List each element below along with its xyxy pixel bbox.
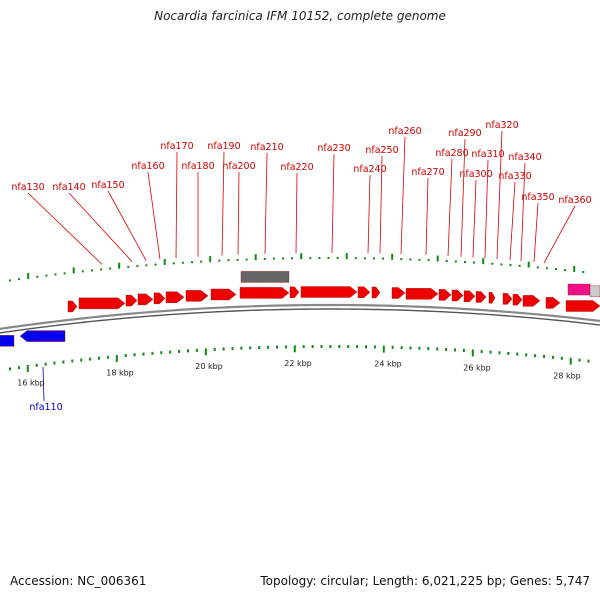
gene-label-nfa220: nfa220 bbox=[280, 162, 313, 173]
pseudo-gene bbox=[240, 271, 290, 283]
forward-gene-2 bbox=[125, 294, 138, 307]
leader-line bbox=[460, 138, 466, 257]
gene-label-nfa230: nfa230 bbox=[317, 143, 350, 154]
gene-label-nfa310: nfa310 bbox=[471, 149, 504, 160]
forward-gene-3 bbox=[137, 293, 154, 306]
leader-line bbox=[367, 174, 371, 254]
leader-line bbox=[533, 202, 539, 263]
forward-gene-22 bbox=[522, 295, 541, 307]
leader-line bbox=[447, 158, 453, 257]
forward-gene-12 bbox=[371, 286, 381, 299]
forward-gene-13 bbox=[391, 287, 406, 299]
reverse-gene-1 bbox=[19, 330, 66, 342]
backbone-layer bbox=[0, 303, 600, 334]
leader-line bbox=[295, 172, 298, 254]
forward-gene-15 bbox=[438, 289, 452, 301]
rna-gene-tail bbox=[589, 285, 600, 298]
gene-label-nfa240: nfa240 bbox=[353, 164, 386, 175]
scale-label: 28 kbp bbox=[553, 371, 581, 380]
map-title: Nocardia farcinica IFM 10152, complete g… bbox=[154, 9, 446, 23]
forward-gene-11 bbox=[357, 286, 371, 298]
gene-label-nfa200: nfa200 bbox=[222, 161, 255, 172]
gene-label-nfa360: nfa360 bbox=[558, 195, 591, 206]
backbone-outer bbox=[0, 303, 600, 330]
gene-label-nfa280: nfa280 bbox=[435, 148, 468, 159]
gene-label-nfa300: nfa300 bbox=[459, 169, 492, 180]
leader-line bbox=[520, 162, 526, 261]
gene-label-nfa140: nfa140 bbox=[52, 182, 85, 193]
leader-line bbox=[147, 171, 161, 260]
gene-label-nfa260: nfa260 bbox=[388, 126, 421, 137]
leader-line bbox=[221, 151, 225, 256]
gene-label-nfa130: nfa130 bbox=[11, 182, 44, 193]
leader-line bbox=[107, 190, 147, 261]
topology-text: Topology: circular; Length: 6,021,225 bp… bbox=[260, 574, 590, 588]
scale-ticks-layer: 16 kbp 18 kbp 20 kbp 22 kbp 24 kbp 26 kbp 28 k… bbox=[9, 345, 590, 388]
gene-label-nfa340: nfa340 bbox=[508, 152, 541, 163]
forward-gene-8 bbox=[239, 287, 290, 299]
forward-gene-21 bbox=[512, 293, 523, 306]
leader-line bbox=[237, 171, 240, 255]
accession-text: Accession: NC_006361 bbox=[10, 574, 147, 588]
forward-gene-7 bbox=[210, 288, 237, 301]
gene-label-nfa150: nfa150 bbox=[91, 180, 124, 191]
forward-gene-9 bbox=[289, 286, 300, 298]
leader-line bbox=[484, 159, 489, 259]
scale-label: 18 kbp bbox=[106, 369, 134, 378]
scale-label: 20 kbp bbox=[195, 362, 223, 371]
gene-label-nfa170: nfa170 bbox=[160, 141, 193, 152]
forward-gene-4 bbox=[153, 292, 166, 305]
gene-label-nfa320: nfa320 bbox=[485, 120, 518, 131]
gene-label-nfa210: nfa210 bbox=[250, 142, 283, 153]
rna-gene bbox=[567, 283, 591, 296]
leader-line bbox=[425, 177, 429, 256]
leader-line bbox=[509, 181, 516, 261]
leader-line bbox=[68, 192, 133, 262]
scale-label: 24 kbp bbox=[374, 360, 402, 369]
gene-label-nfa180: nfa180 bbox=[181, 161, 214, 172]
forward-gene-20 bbox=[502, 293, 513, 305]
gene-label-nfa110: nfa110 bbox=[29, 402, 62, 413]
forward-gene-1 bbox=[78, 297, 126, 310]
forward-gene-10 bbox=[300, 286, 358, 298]
top-ticks-layer bbox=[9, 253, 585, 282]
leader-line bbox=[379, 155, 383, 254]
forward-gene-19 bbox=[488, 292, 496, 304]
forward-gene-16 bbox=[451, 289, 464, 302]
gene-label-nfa330: nfa330 bbox=[498, 171, 531, 182]
leader-line bbox=[175, 151, 178, 259]
leader-line bbox=[331, 153, 335, 254]
scale-label: 22 kbp bbox=[284, 359, 312, 368]
gene-label-nfa290: nfa290 bbox=[448, 128, 481, 139]
genes-layer bbox=[0, 271, 600, 347]
gene-label-nfa270: nfa270 bbox=[411, 167, 444, 178]
gene-label-nfa160: nfa160 bbox=[131, 161, 164, 172]
leader-line bbox=[496, 130, 503, 260]
backbone-inner bbox=[0, 308, 600, 334]
forward-gene-5 bbox=[165, 291, 185, 303]
scale-label: 26 kbp bbox=[463, 364, 491, 373]
gene-label-nfa250: nfa250 bbox=[365, 145, 398, 156]
forward-gene-14 bbox=[405, 288, 439, 300]
forward-gene-18 bbox=[475, 291, 487, 303]
gene-labels-layer: nfa130 nfa140 nfa150 nfa160 nfa170 nfa180 nfa1… bbox=[11, 120, 591, 413]
leader-line bbox=[543, 205, 576, 264]
leader-line bbox=[472, 179, 477, 258]
leader-line-reverse bbox=[42, 367, 45, 402]
leader-line bbox=[400, 136, 406, 255]
gene-label-nfa350: nfa350 bbox=[521, 192, 554, 203]
reverse-gene-0 bbox=[0, 335, 15, 347]
leader-line bbox=[264, 152, 268, 254]
leader-line bbox=[27, 192, 103, 265]
scale-label: 16 kbp bbox=[17, 379, 45, 388]
gene-label-nfa190: nfa190 bbox=[207, 141, 240, 152]
forward-gene-23 bbox=[545, 297, 561, 309]
forward-gene-0 bbox=[67, 300, 78, 313]
forward-gene-24 bbox=[565, 300, 600, 312]
forward-gene-17 bbox=[463, 290, 476, 302]
forward-gene-6 bbox=[185, 290, 209, 302]
